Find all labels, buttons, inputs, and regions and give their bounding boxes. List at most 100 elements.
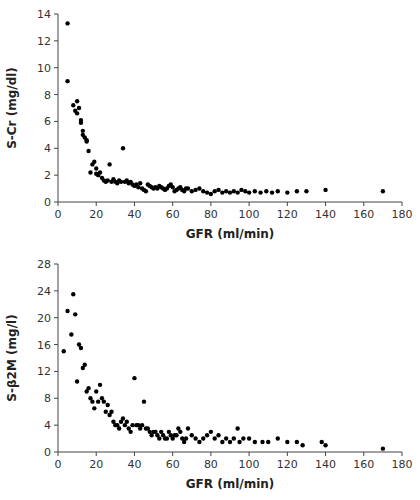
point <box>92 406 96 410</box>
y-axis-label: S-β2M (mg/l) <box>5 314 19 401</box>
point <box>193 188 197 192</box>
point <box>174 433 178 437</box>
y-tick-label: 0 <box>44 446 51 459</box>
x-tick <box>96 452 97 456</box>
point <box>170 185 174 189</box>
point <box>235 426 239 430</box>
point <box>266 440 270 444</box>
point <box>84 138 88 142</box>
point <box>209 192 213 196</box>
point <box>107 162 111 166</box>
point <box>117 426 121 430</box>
point <box>247 436 251 440</box>
point <box>243 189 247 193</box>
point <box>247 190 251 194</box>
point <box>77 106 81 110</box>
point <box>295 189 299 193</box>
point <box>205 190 209 194</box>
y-tick <box>54 290 58 291</box>
x-tick-label: 160 <box>353 208 374 221</box>
point <box>260 440 264 444</box>
point <box>285 190 289 194</box>
x-tick <box>172 452 173 456</box>
point <box>178 430 182 434</box>
point <box>224 189 228 193</box>
point <box>232 436 236 440</box>
y-tick-label: 6 <box>44 115 51 128</box>
x-tick-label: 140 <box>315 208 336 221</box>
point <box>119 180 123 184</box>
point <box>157 436 161 440</box>
x-tick <box>402 452 403 456</box>
point <box>276 436 280 440</box>
y-tick-label: 0 <box>44 196 51 209</box>
x-tick <box>249 202 250 206</box>
point <box>69 332 73 336</box>
x-tick-label: 40 <box>127 208 141 221</box>
point <box>276 189 280 193</box>
y-tick <box>54 398 58 399</box>
point <box>96 399 100 403</box>
point <box>220 190 224 194</box>
point <box>105 178 109 182</box>
point <box>132 376 136 380</box>
y-tick <box>54 425 58 426</box>
y-tick-label: 14 <box>37 8 51 21</box>
x-tick <box>287 452 288 456</box>
point <box>216 188 220 192</box>
point <box>98 383 102 387</box>
point <box>216 433 220 437</box>
point <box>253 440 257 444</box>
point <box>224 436 228 440</box>
x-tick-label: 100 <box>239 208 260 221</box>
point <box>253 189 257 193</box>
y-tick-label: 16 <box>37 339 51 352</box>
point <box>220 440 224 444</box>
point <box>184 436 188 440</box>
point <box>92 160 96 164</box>
y-tick-label: 12 <box>37 365 51 378</box>
point <box>239 188 243 192</box>
point <box>88 170 92 174</box>
x-tick-label: 20 <box>89 208 103 221</box>
x-tick <box>58 202 59 206</box>
point <box>165 436 169 440</box>
x-tick <box>96 202 97 206</box>
y-tick <box>54 121 58 122</box>
y-tick <box>54 175 58 176</box>
point <box>128 430 132 434</box>
point <box>79 118 83 122</box>
point <box>235 190 239 194</box>
point <box>75 111 79 115</box>
y-tick-label: 8 <box>44 392 51 405</box>
point <box>125 420 129 424</box>
y-tick <box>54 317 58 318</box>
point <box>109 410 113 414</box>
y-tick-label: 20 <box>37 312 51 325</box>
point <box>98 170 102 174</box>
panel: 02040608010012014016018002468101214GFR (… <box>5 8 413 241</box>
x-tick-label: 120 <box>277 458 298 471</box>
point <box>213 436 217 440</box>
point <box>142 399 146 403</box>
y-tick-label: 12 <box>37 35 51 48</box>
point <box>121 146 125 150</box>
point <box>213 189 217 193</box>
x-tick-label: 100 <box>239 458 260 471</box>
point <box>65 79 69 83</box>
point <box>62 349 66 353</box>
x-tick-label: 80 <box>204 458 218 471</box>
point <box>323 188 327 192</box>
point <box>190 189 194 193</box>
point <box>121 416 125 420</box>
x-tick <box>58 452 59 456</box>
x-tick-label: 0 <box>55 208 62 221</box>
x-tick-label: 60 <box>166 458 180 471</box>
y-axis-line <box>58 264 59 452</box>
point <box>94 389 98 393</box>
point <box>295 440 299 444</box>
point <box>102 399 106 403</box>
point <box>237 440 241 444</box>
y-tick-label: 4 <box>44 142 51 155</box>
points <box>65 21 385 196</box>
